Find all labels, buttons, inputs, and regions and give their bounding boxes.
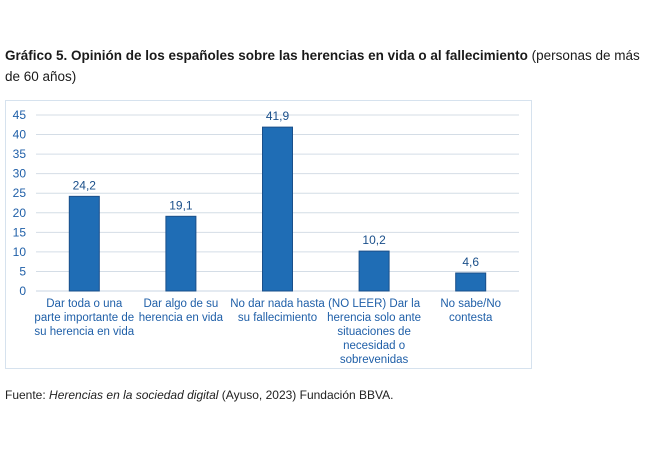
category-label: Dar algo de su herencia en vida	[138, 298, 224, 324]
bar	[358, 250, 390, 292]
bar	[262, 126, 293, 292]
y-tick-label: 10	[13, 245, 27, 259]
source-prefix: Fuente:	[5, 388, 50, 402]
bar	[455, 272, 487, 292]
data-label: 24,2	[73, 178, 97, 192]
y-tick-label: 20	[13, 206, 27, 220]
y-tick-label: 5	[19, 264, 26, 278]
y-tick-label: 0	[19, 284, 26, 298]
source-title: Herencias en la sociedad digital	[49, 388, 219, 402]
source-suffix: (Ayuso, 2023) Fundación BBVA.	[218, 388, 394, 402]
chart-title-subtitle: (personas de más de 60 años)	[5, 48, 640, 84]
category-label: Dar toda o una parte importante de su he…	[34, 298, 135, 338]
y-tick-label: 15	[13, 225, 27, 239]
y-tick-label: 25	[13, 186, 27, 200]
source-note: Fuente: Herencias en la sociedad digital…	[5, 388, 393, 402]
chart-title-bold: Gráfico 5. Opinión de los españoles sobr…	[5, 48, 528, 63]
y-tick-label: 40	[13, 128, 27, 142]
bar	[68, 195, 100, 292]
category-label: (NO LEER) Dar la herencia solo ante situ…	[327, 298, 422, 366]
category-label: No dar nada hasta su fallecimiento	[230, 298, 325, 324]
y-tick-label: 45	[13, 108, 27, 122]
chart-frame	[5, 100, 532, 369]
y-tick-label: 35	[13, 147, 27, 161]
data-label: 4,6	[462, 255, 479, 269]
chart-title: Gráfico 5. Opinión de los españoles sobr…	[5, 45, 645, 87]
category-label: No sabe/No contesta	[440, 298, 502, 324]
bar	[165, 215, 197, 292]
data-label: 41,9	[266, 109, 290, 123]
y-tick-label: 30	[13, 167, 27, 181]
data-label: 19,1	[169, 198, 193, 212]
data-label: 10,2	[362, 233, 386, 247]
